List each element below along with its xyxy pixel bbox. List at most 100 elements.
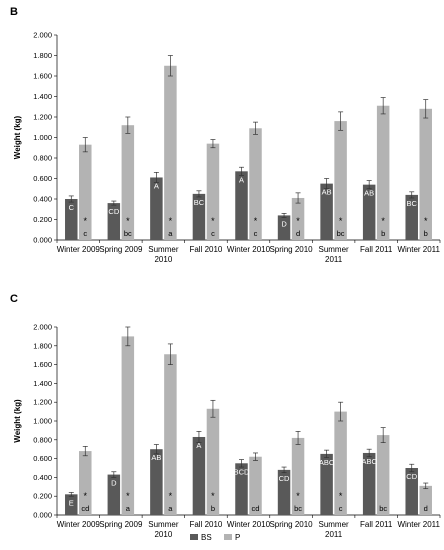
bar-p bbox=[79, 144, 92, 240]
x-tick-label: Fall 2010 bbox=[189, 245, 222, 254]
significance-star: * bbox=[211, 216, 215, 226]
significance-star: * bbox=[339, 216, 343, 226]
x-tick-label-line: 2011 bbox=[325, 255, 343, 264]
legend-label: BS bbox=[201, 533, 212, 542]
bar-p bbox=[206, 143, 220, 240]
significance-star: * bbox=[254, 216, 258, 226]
y-tick-label: 0.400 bbox=[33, 473, 52, 482]
significance-letter: A bbox=[154, 181, 159, 190]
x-tick-label: Fall 2011 bbox=[360, 245, 393, 254]
bar-p bbox=[334, 121, 347, 240]
significance-star: * bbox=[211, 491, 215, 501]
significance-letter: AB bbox=[364, 189, 374, 198]
panel-label: C bbox=[10, 293, 18, 305]
x-tick-label: Spring 2010 bbox=[269, 520, 313, 529]
x-tick-label: Summer 2011 bbox=[318, 245, 349, 264]
bar-p bbox=[121, 336, 135, 515]
significance-letter: bc bbox=[124, 229, 132, 238]
y-tick-label: 2.000 bbox=[33, 31, 52, 40]
bar-bs bbox=[107, 203, 121, 240]
legend-swatch bbox=[224, 534, 232, 540]
bar-bs bbox=[150, 449, 163, 515]
y-tick-label: 1.600 bbox=[33, 72, 52, 81]
significance-star: * bbox=[339, 491, 343, 501]
bar-p bbox=[419, 485, 432, 515]
x-tick-label: Winter 2009 bbox=[57, 520, 101, 529]
significance-star: * bbox=[296, 216, 300, 226]
bar-p bbox=[164, 354, 177, 515]
bar-p bbox=[249, 128, 262, 240]
significance-letter: D bbox=[281, 219, 287, 228]
significance-star: * bbox=[84, 491, 88, 501]
y-axis-label: Weight (kg) bbox=[13, 115, 22, 159]
bar-bs bbox=[320, 453, 333, 515]
bar-bs bbox=[405, 194, 418, 240]
x-tick-label-line: Fall 2011 bbox=[360, 520, 393, 529]
legend-label: P bbox=[235, 533, 240, 542]
y-tick-label: 0.200 bbox=[33, 215, 52, 224]
legend: BS P bbox=[190, 533, 240, 542]
x-tick-label-line: 2010 bbox=[154, 530, 172, 539]
bar-bs bbox=[65, 199, 78, 240]
significance-letter: AB bbox=[322, 188, 332, 197]
y-tick-label: 1.400 bbox=[33, 379, 52, 388]
bar-p bbox=[376, 435, 390, 515]
x-tick-label: Winter 2009 bbox=[57, 245, 101, 254]
x-tick-label-line: Winter 2011 bbox=[397, 245, 440, 254]
significance-star: * bbox=[84, 216, 88, 226]
x-tick-label-line: Fall 2010 bbox=[189, 520, 222, 529]
significance-star: * bbox=[169, 491, 173, 501]
x-tick-label: Summer 2010 bbox=[148, 520, 179, 539]
bar-bs bbox=[65, 494, 78, 515]
significance-letter: BCD bbox=[234, 467, 250, 476]
x-tick-label-line: Fall 2010 bbox=[189, 245, 222, 254]
x-tick-label: Spring 2009 bbox=[99, 245, 143, 254]
bar-p bbox=[291, 197, 305, 240]
bar-bs bbox=[192, 436, 206, 515]
y-tick-label: 0.600 bbox=[33, 454, 52, 463]
significance-letter: a bbox=[168, 229, 173, 238]
bar-bs bbox=[362, 184, 376, 240]
significance-star: * bbox=[126, 491, 130, 501]
x-tick-label-line: Winter 2009 bbox=[57, 245, 101, 254]
significance-letter: d bbox=[424, 504, 428, 513]
bar-bs bbox=[235, 171, 248, 240]
significance-letter: c bbox=[211, 229, 215, 238]
significance-letter: C bbox=[69, 203, 75, 212]
significance-letter: c bbox=[339, 504, 343, 513]
bar-bs bbox=[150, 177, 163, 240]
chart-panel-b: B 0.000 0.200 0.400 0.600 0.800 1.000 1.200 1.40… bbox=[10, 6, 441, 264]
bar-bs bbox=[405, 468, 418, 515]
bar-bs bbox=[277, 215, 291, 240]
significance-letter: bc bbox=[337, 229, 345, 238]
bar-p bbox=[376, 105, 390, 240]
significance-letter: bc bbox=[294, 504, 302, 513]
bar-bs bbox=[277, 469, 291, 515]
x-tick-label-line: Fall 2011 bbox=[360, 245, 393, 254]
significance-letter: ABC bbox=[361, 457, 377, 466]
significance-letter: c bbox=[83, 229, 87, 238]
significance-letter: cd bbox=[81, 504, 89, 513]
significance-letter: b bbox=[381, 229, 385, 238]
significance-letter: CD bbox=[108, 207, 119, 216]
y-tick-label: 1.800 bbox=[33, 51, 52, 60]
x-tick-label-line: Winter 2011 bbox=[397, 520, 440, 529]
bar-bs bbox=[192, 193, 206, 240]
x-tick-label-line: Summer bbox=[318, 245, 349, 254]
significance-letter: b bbox=[211, 504, 215, 513]
x-tick-label-line: Spring 2010 bbox=[269, 245, 313, 254]
significance-letter: bc bbox=[379, 504, 387, 513]
x-tick-label: Spring 2010 bbox=[269, 245, 313, 254]
x-tick-label: Spring 2009 bbox=[99, 520, 143, 529]
bar-bs bbox=[235, 463, 248, 515]
significance-letter: BC bbox=[194, 198, 205, 207]
y-tick-label: 1.000 bbox=[33, 133, 52, 142]
significance-letter: CD bbox=[406, 472, 417, 481]
chart-panel-c: C 0.000 0.200 0.400 0.600 0.800 1.000 1.200 1.40… bbox=[10, 293, 441, 542]
x-tick-label: Summer 2011 bbox=[318, 520, 349, 539]
significance-star: * bbox=[296, 491, 300, 501]
y-tick-label: 0.000 bbox=[33, 511, 52, 520]
bar-p bbox=[291, 437, 305, 515]
bar-p bbox=[419, 108, 432, 240]
